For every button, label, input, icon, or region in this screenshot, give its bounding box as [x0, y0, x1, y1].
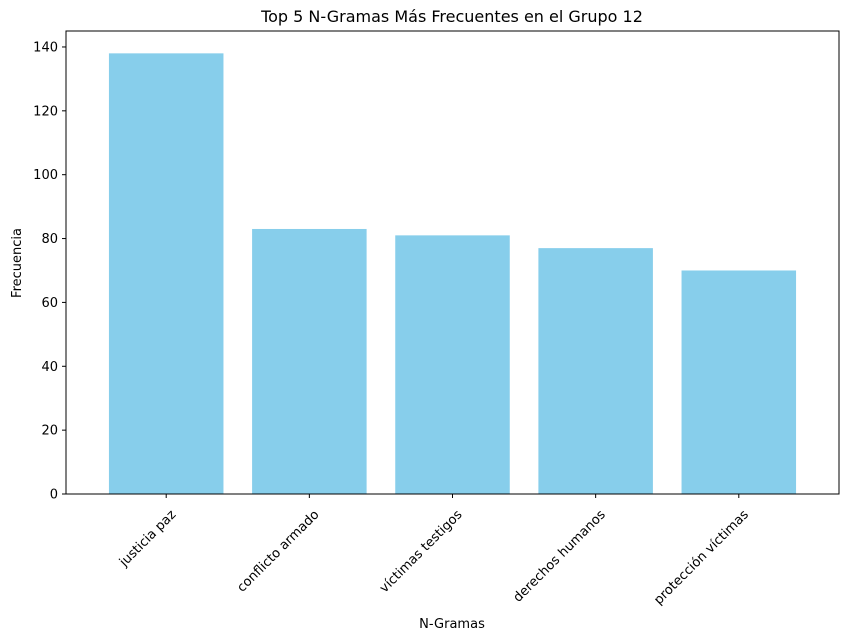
bar-derechos-humanos — [538, 248, 653, 494]
y-tick-label: 0 — [50, 488, 58, 503]
x-tick-label: víctimas testigos — [377, 507, 466, 596]
y-tick-label: 40 — [41, 360, 58, 375]
y-tick-label: 120 — [33, 104, 58, 119]
bar-conflicto-armado — [252, 228, 367, 494]
y-tick-label: 140 — [33, 40, 58, 55]
y-tick-label: 100 — [33, 168, 58, 183]
y-axis: 0 20 40 60 80 100 120 140 — [33, 40, 66, 503]
x-tick-label: justicia paz — [116, 507, 179, 570]
chart-title: Top 5 N-Gramas Más Frecuentes en el Grup… — [260, 7, 643, 26]
y-tick-label: 20 — [41, 424, 58, 439]
x-tick-label: protección víctimas — [651, 507, 752, 608]
y-axis-label: Frecuencia — [10, 228, 25, 298]
y-tick-label: 80 — [41, 232, 58, 247]
bar-víctimas-testigos — [395, 235, 510, 495]
x-axis: justicia paz conflicto armado víctimas tes… — [116, 494, 752, 608]
y-tick-label: 60 — [41, 296, 58, 311]
x-tick-label: conflicto armado — [234, 507, 322, 595]
x-axis-label: N-Gramas — [419, 617, 485, 632]
bar-justicia-paz — [108, 53, 224, 494]
bar-protección-víctimas — [681, 270, 797, 494]
plot-frame — [65, 30, 840, 495]
bars-layer — [108, 53, 797, 495]
x-tick-label: derechos humanos — [511, 507, 609, 605]
